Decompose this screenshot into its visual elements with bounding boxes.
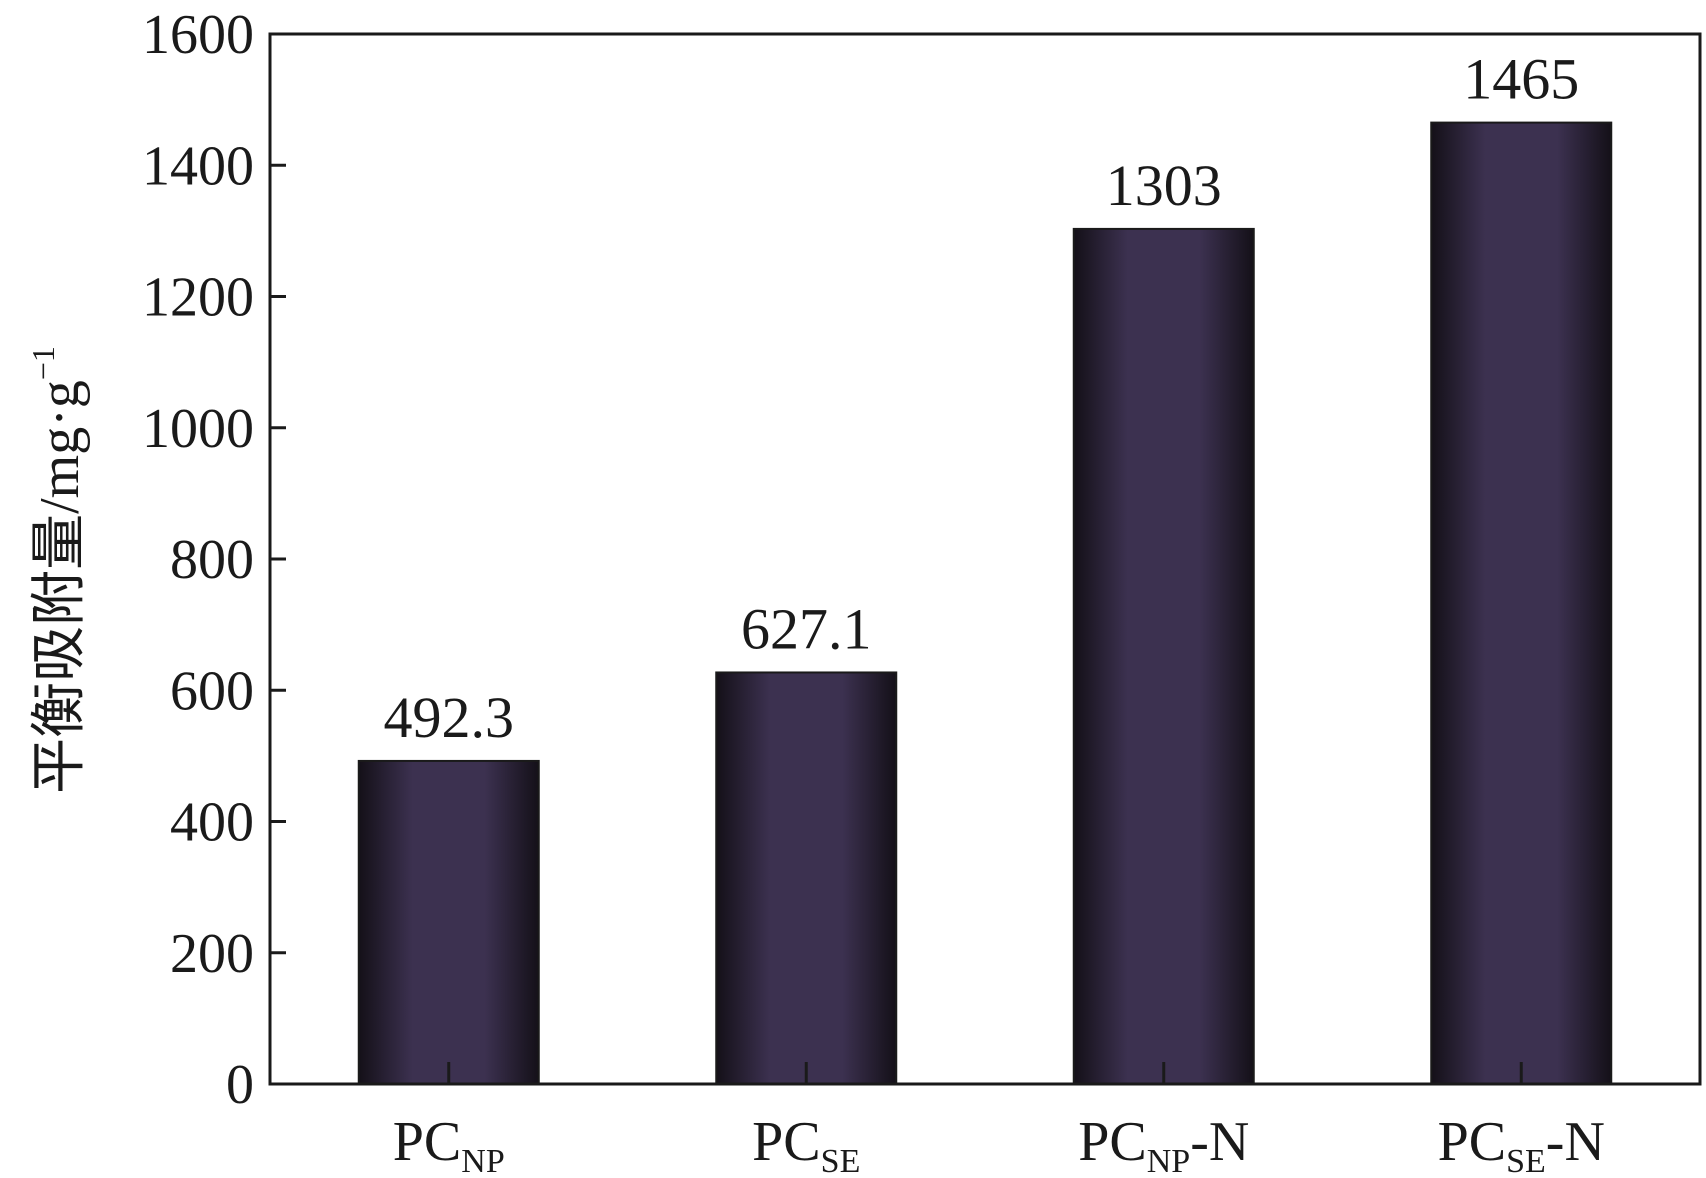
bar-value-label: 1465 <box>1463 47 1579 112</box>
y-tick-label: 0 <box>226 1054 254 1116</box>
y-tick-label: 600 <box>170 660 254 722</box>
y-tick-label: 800 <box>170 529 254 591</box>
bar-value-label: 492.3 <box>384 685 515 750</box>
bar-value-label: 627.1 <box>741 596 872 661</box>
bars-group <box>357 121 1613 1085</box>
y-axis-title: 平衡吸附量/mg·g−1 <box>25 346 91 794</box>
y-tick-label: 1000 <box>142 398 254 460</box>
x-category-label: PCSE-N <box>1438 1111 1605 1178</box>
x-category-label: PCNP-N <box>1078 1111 1249 1178</box>
bar-value-label: 1303 <box>1106 153 1222 218</box>
y-axis: 0 200 400 600 800 1000 1200 1400 1600 <box>142 4 286 1116</box>
value-labels: 492.3 627.1 1303 1465 <box>384 47 1580 750</box>
y-tick-label: 1600 <box>142 4 254 66</box>
bar <box>1430 121 1613 1085</box>
bar <box>357 759 540 1085</box>
x-category-label: PCSE <box>752 1111 860 1178</box>
y-tick-label: 200 <box>170 923 254 985</box>
x-category-label: PCNP <box>393 1111 505 1178</box>
y-tick-label: 1400 <box>142 135 254 197</box>
bar <box>1072 227 1255 1085</box>
x-axis: PCNP PCSE PCNP-N PCSE-N <box>393 1062 1605 1178</box>
bar <box>715 671 898 1085</box>
y-tick-label: 400 <box>170 792 254 854</box>
y-tick-label: 1200 <box>142 267 254 329</box>
